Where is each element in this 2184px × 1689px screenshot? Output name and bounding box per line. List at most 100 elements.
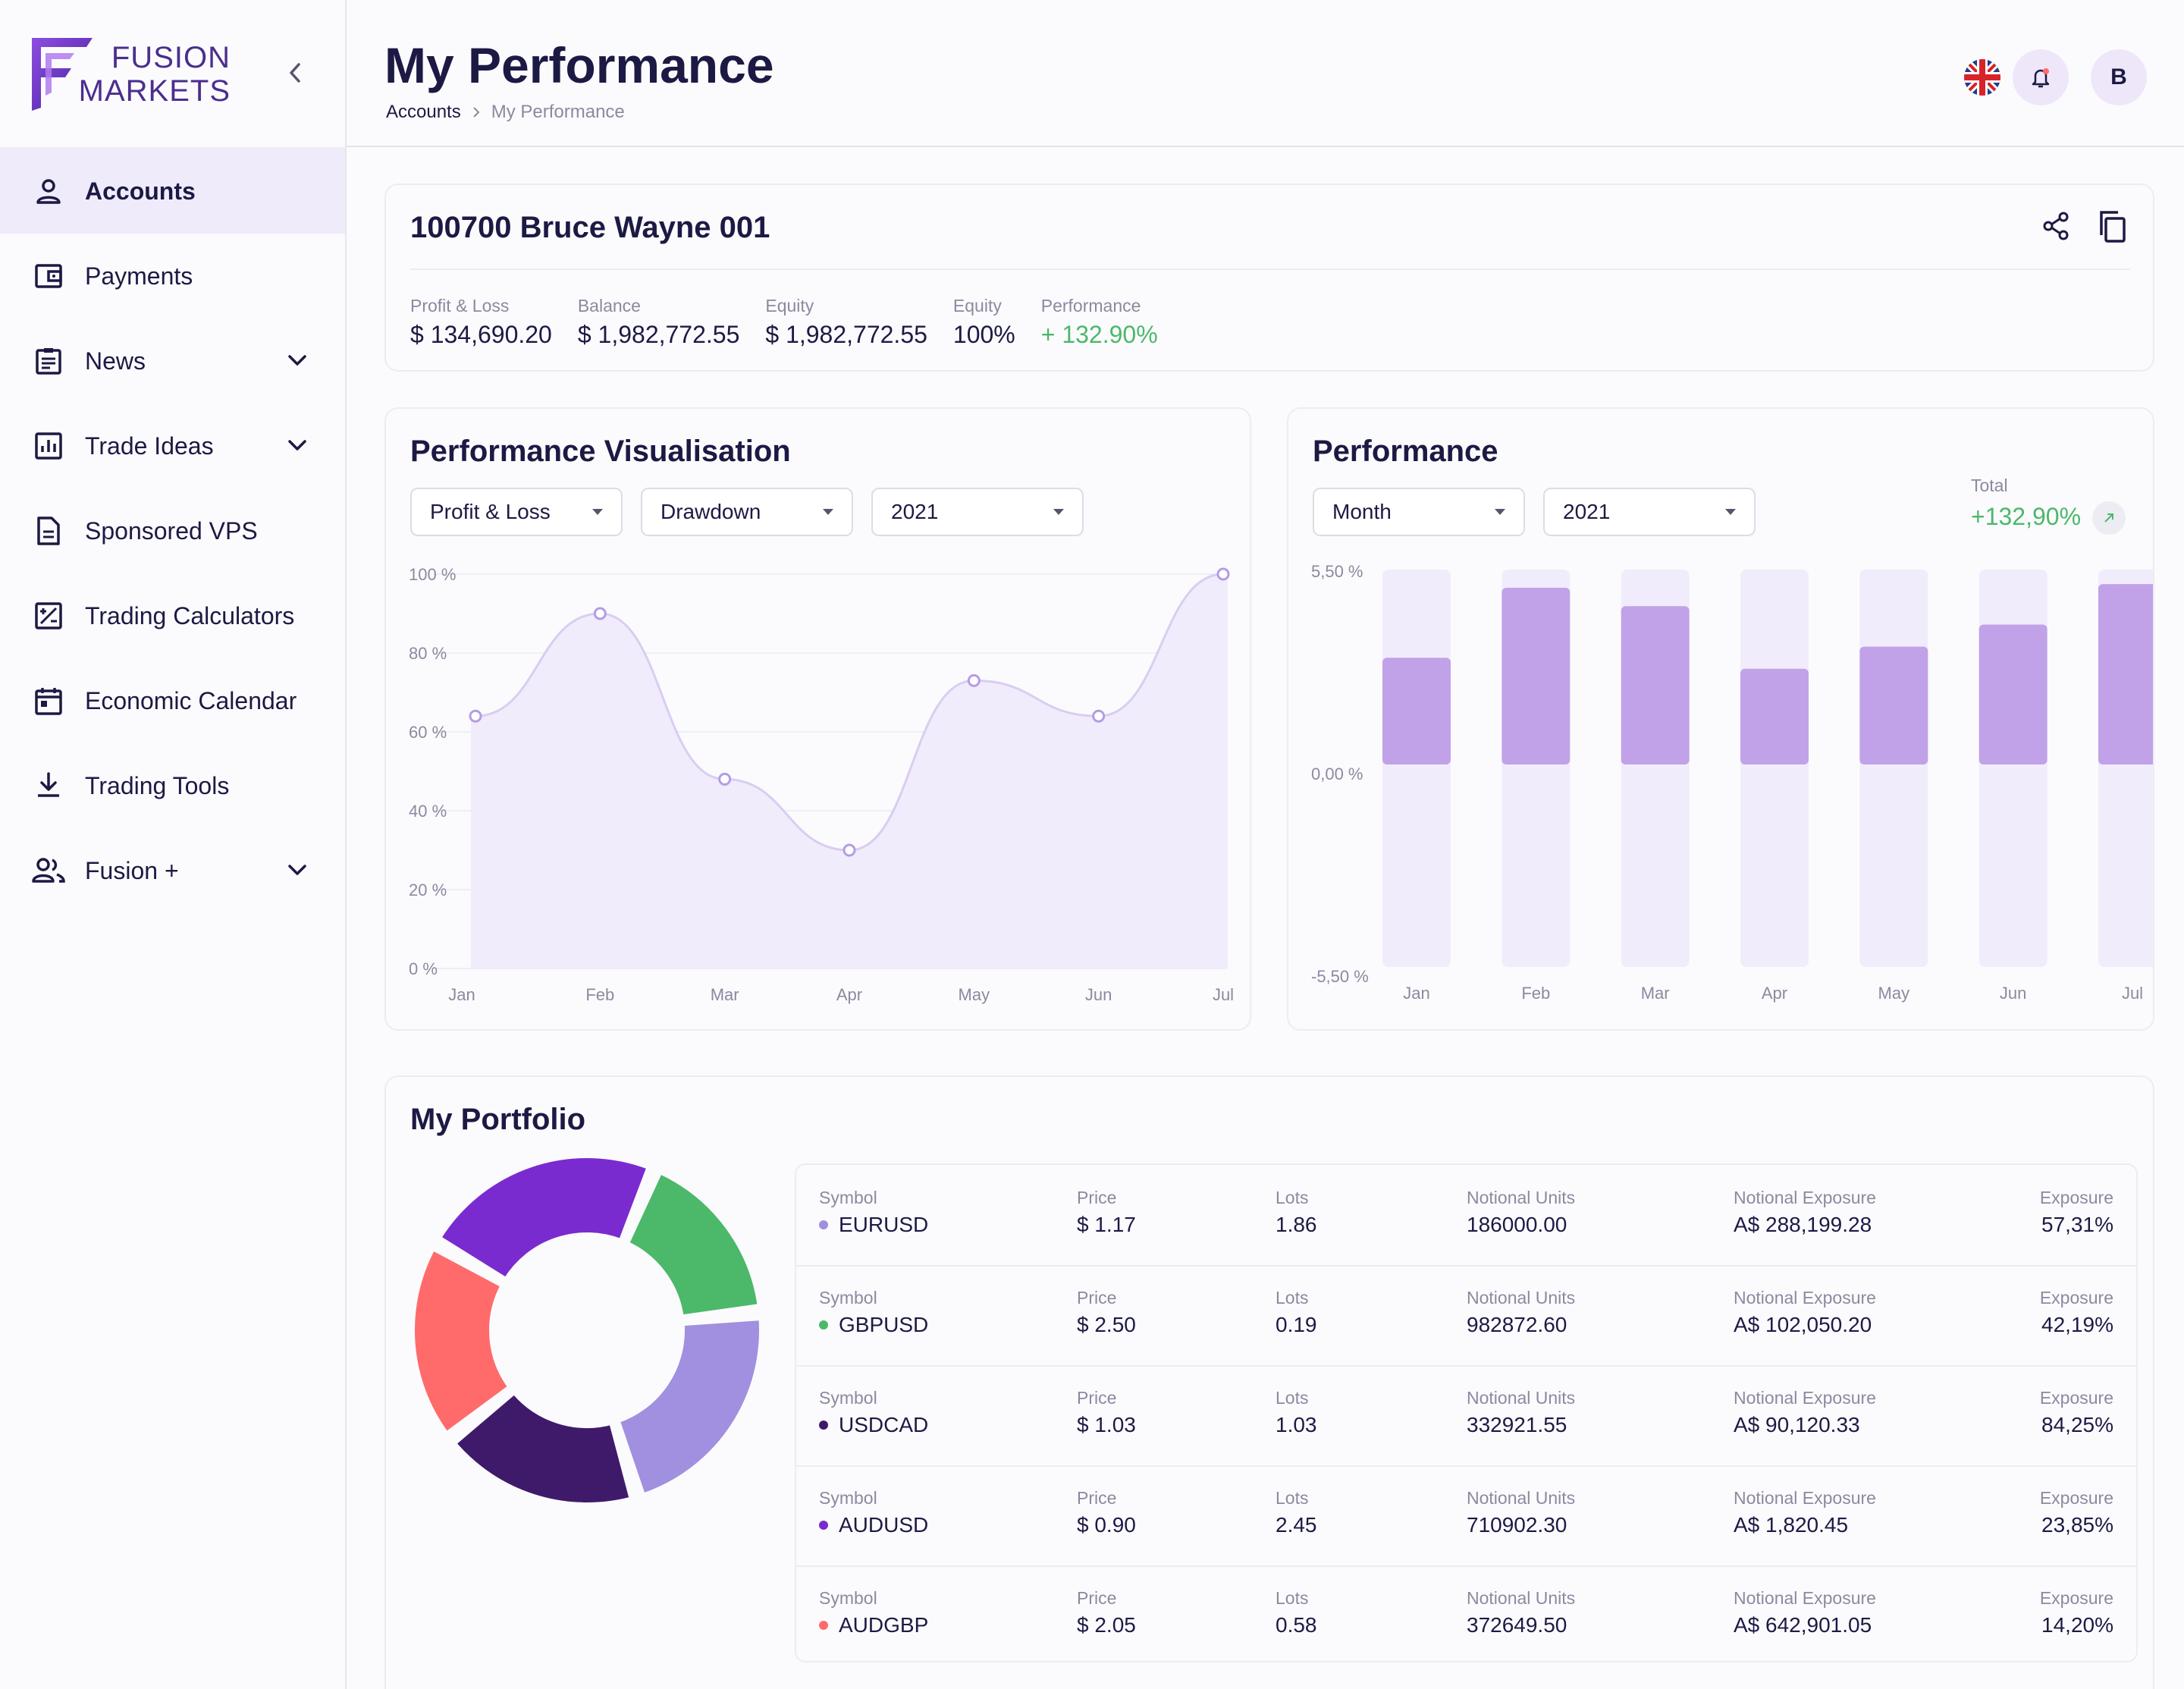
cell-symbol: Symbol AUDGBP — [819, 1588, 928, 1637]
bell-icon — [2032, 68, 2050, 88]
bar-track — [1382, 570, 1451, 967]
sidebar-item-sponsored-vps[interactable]: Sponsored VPS — [0, 488, 345, 573]
avatar[interactable]: B — [2091, 49, 2147, 105]
cell-lots: Lots 0.19 — [1276, 1288, 1317, 1337]
cell-label: Notional Exposure — [1734, 1388, 1876, 1408]
cell-value: $ 0.90 — [1077, 1513, 1136, 1537]
cell-value: 332921.55 — [1467, 1413, 1575, 1437]
cell-value: 1.86 — [1276, 1213, 1317, 1237]
cell-label: Symbol — [819, 1288, 877, 1308]
table-row[interactable]: Symbol EURUSD Price $ 1.17 Lots 1.86 Notional … — [796, 1165, 2136, 1265]
fusion-markets-logo[interactable]: FUSION MARKETS — [29, 36, 230, 112]
cell-value: $ 2.50 — [1077, 1313, 1136, 1337]
notifications-button[interactable] — [2013, 49, 2069, 105]
cell-label: Lots — [1276, 1488, 1309, 1508]
share-button[interactable] — [2038, 208, 2074, 244]
language-selector[interactable] — [1954, 49, 2010, 105]
cell-price: Price $ 2.05 — [1077, 1588, 1136, 1637]
sidebar-item-label: Payments — [85, 262, 193, 290]
data-point — [593, 607, 607, 620]
sidebar-item-fusion-plus[interactable]: Fusion + — [0, 828, 345, 913]
download-icon — [32, 769, 65, 802]
sidebar-item-accounts[interactable]: Accounts — [0, 149, 345, 234]
sidebar-item-label: Economic Calendar — [85, 686, 297, 714]
donut-slice-usdcad — [451, 1389, 634, 1507]
stat-balance: Balance $ 1,982,772.55 — [578, 296, 740, 349]
performance-visualisation-card: Performance Visualisation Profit & Loss … — [384, 407, 1251, 1031]
chevron-down-icon[interactable] — [286, 434, 309, 457]
bar-chart: -5,50 % 0,00 % 5,50 % Jan Feb Mar Apr May Jun Jul — [1311, 562, 2153, 1003]
sidebar-item-economic-calendar[interactable]: Economic Calendar — [0, 658, 345, 743]
cell-value: A$ 90,120.33 — [1734, 1413, 1876, 1437]
year-select[interactable]: 2021 — [871, 488, 1084, 536]
table-row[interactable]: Symbol GBPUSD Price $ 2.50 Lots 0.19 Notional … — [796, 1265, 2136, 1365]
cell-value: 982872.60 — [1467, 1313, 1575, 1337]
bar — [1978, 624, 2048, 764]
x-tick-label: Jun — [1085, 985, 1112, 1004]
sidebar-item-label: Trading Calculators — [85, 601, 295, 629]
legend-dot — [819, 1521, 828, 1530]
stat-label: Equity — [765, 296, 814, 316]
cell-label: Price — [1077, 1188, 1117, 1207]
x-tick-label: Feb — [1521, 984, 1550, 1003]
legend-dot — [819, 1320, 828, 1330]
stat-value: $ 1,982,772.55 — [765, 321, 927, 348]
table-row[interactable]: Symbol USDCAD Price $ 1.03 Lots 1.03 Notional … — [796, 1365, 2136, 1465]
cell-text: $ 1.17 — [1077, 1213, 1136, 1236]
sidebar-item-payments[interactable]: Payments — [0, 234, 345, 319]
bar — [2098, 584, 2153, 764]
y-tick-label: 0 % — [409, 959, 438, 978]
cell-text: 1.86 — [1276, 1213, 1317, 1236]
table-row[interactable]: Symbol AUDGBP Price $ 2.05 Lots 0.58 Notional … — [796, 1565, 2136, 1665]
breadcrumb-link-accounts[interactable]: Accounts — [386, 102, 461, 122]
copy-button[interactable] — [2094, 208, 2130, 244]
year-select[interactable]: 2021 — [1543, 488, 1756, 536]
drawdown-select[interactable]: Drawdown — [641, 488, 853, 536]
cell-notional-exposure: Notional Exposure A$ 288,199.28 — [1734, 1188, 1876, 1237]
data-point — [1216, 567, 1230, 581]
performance-card: Performance Month 2021 Total +132,90% -5… — [1287, 407, 2154, 1031]
sidebar-item-trade-ideas[interactable]: Trade Ideas — [0, 403, 345, 488]
cell-text: A$ 1,820.45 — [1734, 1513, 1849, 1537]
stat-label: Balance — [577, 296, 641, 316]
cell-text: A$ 642,901.05 — [1734, 1613, 1872, 1637]
table-row[interactable]: Symbol AUDUSD Price $ 0.90 Lots 2.45 Notional … — [796, 1465, 2136, 1565]
cell-label: Notional Exposure — [1734, 1188, 1876, 1207]
metric-select[interactable]: Profit & Loss — [410, 488, 623, 536]
cell-symbol: Symbol GBPUSD — [819, 1288, 928, 1337]
cell-text: $ 2.50 — [1077, 1313, 1136, 1336]
x-tick-label: May — [959, 985, 990, 1004]
sidebar-item-news[interactable]: News — [0, 319, 345, 403]
chevron-down-icon[interactable] — [286, 859, 309, 881]
uk-flag-icon — [1964, 59, 2000, 96]
cell-value: $ 1.03 — [1077, 1413, 1136, 1437]
account-title: 100700 Bruce Wayne 001 — [410, 211, 770, 244]
cell-label: Symbol — [819, 1488, 877, 1508]
cell-lots: Lots 2.45 — [1276, 1488, 1317, 1537]
sidebar-item-trading-tools[interactable]: Trading Tools — [0, 743, 345, 828]
cell-lots: Lots 1.03 — [1276, 1388, 1317, 1437]
cell-label: Symbol — [819, 1588, 877, 1608]
cell-text: $ 1.03 — [1077, 1413, 1136, 1436]
select-value: Drawdown — [661, 500, 761, 523]
card-title: Performance Visualisation — [410, 435, 791, 468]
chevron-down-icon[interactable] — [286, 349, 309, 372]
x-tick-label: Jul — [2122, 984, 2143, 1003]
cell-notional-exposure: Notional Exposure A$ 1,820.45 — [1734, 1488, 1876, 1537]
collapse-sidebar-button[interactable] — [284, 59, 306, 86]
donut-slice-audgbp — [410, 1246, 513, 1436]
account-summary-card: 100700 Bruce Wayne 001 Profit & Loss $ 1… — [384, 184, 2154, 372]
period-select[interactable]: Month — [1313, 488, 1525, 536]
cell-label: Price — [1077, 1488, 1117, 1508]
cell-text: AUDGBP — [839, 1613, 929, 1637]
stat-label: Equity — [952, 296, 1002, 316]
sidebar-item-trading-calculators[interactable]: Trading Calculators — [0, 573, 345, 658]
cell-value: 42,19% — [2040, 1313, 2113, 1337]
cell-notional-units: Notional Units 332921.55 — [1467, 1388, 1575, 1437]
cell-label: Exposure — [2039, 1288, 2113, 1308]
cell-label: Notional Units — [1467, 1288, 1576, 1308]
user-icon — [32, 174, 65, 208]
bar-track — [1859, 570, 1928, 967]
cell-value: 57,31% — [2040, 1213, 2113, 1237]
y-tick-label: 60 % — [409, 723, 447, 742]
